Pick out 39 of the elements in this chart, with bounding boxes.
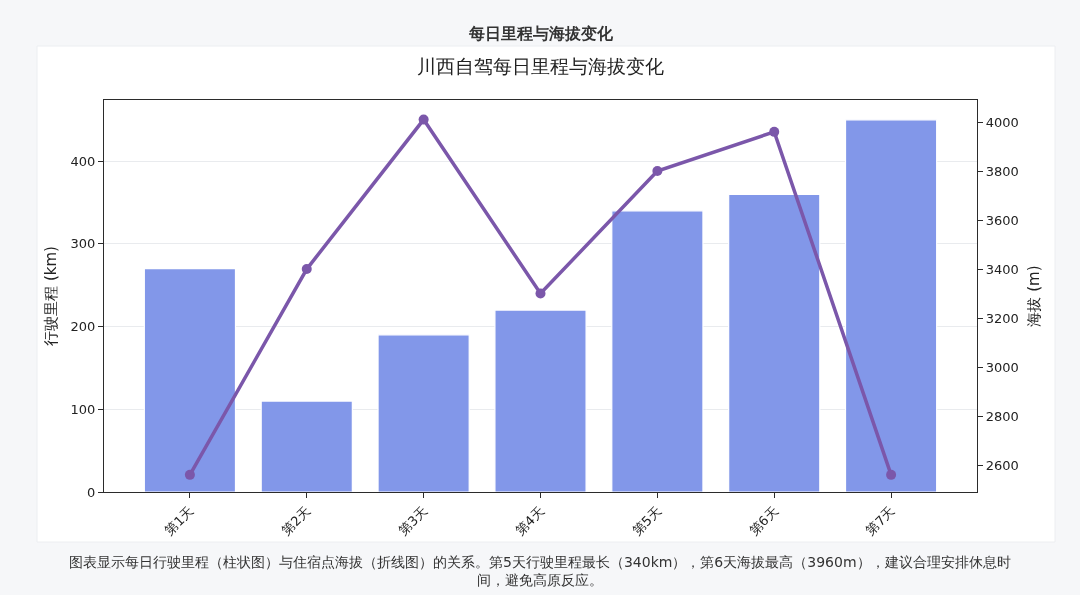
point (184, 469, 195, 480)
x-tick-label: 第7天 (862, 503, 898, 539)
x-tick-label: 第6天 (746, 503, 781, 539)
bar (377, 334, 470, 492)
point (769, 126, 780, 137)
point (535, 288, 546, 299)
bar (728, 193, 821, 492)
y2-tick-label: 3200 (985, 310, 1019, 326)
x-tick-label: 第1天 (161, 503, 197, 539)
y2-tick-label: 3800 (985, 163, 1019, 179)
chart-subtitle: 川西自驾每日里程与海拔变化 (417, 55, 664, 77)
x-tick-label: 第3天 (395, 503, 431, 539)
y2-tick-label: 3600 (985, 212, 1019, 228)
bar (260, 400, 353, 492)
bar (494, 309, 587, 492)
y2-tick-label: 4000 (985, 114, 1019, 130)
bar (611, 210, 704, 492)
chart-title: 每日里程与海拔变化 (468, 24, 614, 43)
bar (844, 119, 938, 492)
y-axis-title: 行驶里程 (km) (41, 246, 60, 346)
bar (143, 268, 237, 492)
point (418, 114, 429, 125)
y2-tick-label: 2800 (985, 408, 1019, 424)
y2-axis-title: 海拔 (m) (1024, 265, 1043, 327)
y-tick-label: 200 (70, 319, 96, 335)
y-tick-label: 0 (86, 484, 96, 500)
x-tick-label: 第5天 (629, 503, 665, 539)
y-tick-label: 100 (70, 401, 96, 417)
point (652, 166, 663, 177)
x-tick-label: 第4天 (512, 503, 548, 539)
y-tick-label: 300 (70, 236, 96, 252)
text: 图表显示每日行驶里程（柱状图）与住宿点海拔（折线图）的关系。第5天行驶里程最长（340km），第6天海拔最高（3960m），建议合理安排休息时间，避免高原反应。 (69, 554, 1011, 589)
y2-tick-label: 3400 (985, 261, 1019, 277)
y-tick-label: 400 (70, 153, 96, 169)
point (886, 469, 897, 480)
y2-tick-label: 3000 (985, 359, 1019, 375)
point (301, 264, 312, 275)
x-tick-label: 第2天 (278, 503, 314, 539)
y2-tick-label: 2600 (985, 457, 1019, 473)
